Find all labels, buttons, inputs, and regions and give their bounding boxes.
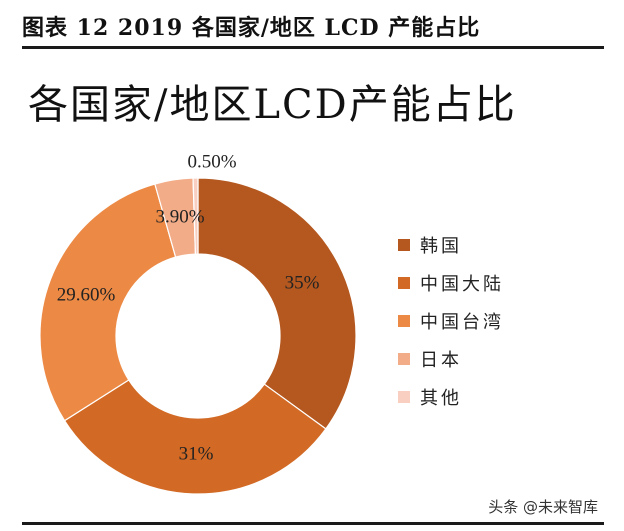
data-label-1: 31%	[179, 443, 214, 464]
slice-4	[192, 177, 199, 255]
slice-1	[63, 379, 327, 495]
legend-label: 日本	[420, 350, 462, 371]
watermark: 头条 @未来智库	[488, 498, 598, 516]
legend-swatch	[398, 239, 410, 251]
legend-swatch	[398, 277, 410, 289]
chart-title: 各国家/地区LCD产能占比	[28, 82, 517, 128]
legend-swatch	[398, 391, 410, 403]
legend-item-2: 中国台湾	[398, 302, 504, 340]
figure-caption: 图表 12 2019 各国家/地区 LCD 产能占比	[22, 15, 481, 41]
data-label-0: 35%	[285, 272, 320, 293]
legend-swatch	[398, 353, 410, 365]
legend: 韩国中国大陆中国台湾日本其他	[398, 226, 504, 416]
legend-label: 中国台湾	[420, 312, 504, 333]
legend-item-1: 中国大陆	[398, 264, 504, 302]
top-rule	[22, 46, 604, 49]
bottom-rule	[22, 522, 604, 525]
legend-item-0: 韩国	[398, 226, 504, 264]
legend-label: 其他	[420, 388, 462, 409]
legend-label: 韩国	[420, 236, 462, 257]
data-label-2: 29.60%	[57, 284, 116, 305]
legend-swatch	[398, 315, 410, 327]
legend-item-3: 日本	[398, 340, 504, 378]
legend-item-4: 其他	[398, 378, 504, 416]
slice-2	[39, 183, 177, 422]
legend-label: 中国大陆	[420, 274, 504, 295]
data-label-3: 3.90%	[155, 206, 204, 227]
slice-0	[197, 177, 357, 430]
data-label-4: 0.50%	[187, 151, 236, 172]
